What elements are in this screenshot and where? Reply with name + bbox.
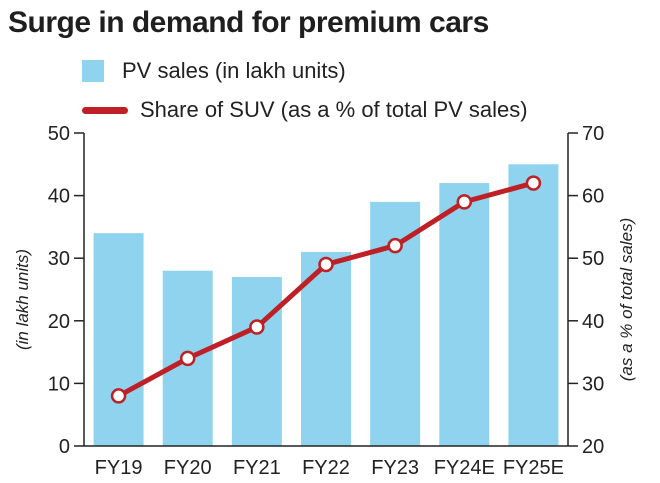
tick-labels: 0 10 20 30 40 50 20 30 40 50 60 70 FY19 FY20 FY21 FY22 F…	[48, 123, 605, 479]
bar-FY22	[301, 251, 351, 446]
y-right-tick-label: 40	[582, 311, 604, 333]
x-tick-label: FY20	[164, 457, 212, 479]
legend-item-suv-share: Share of SUV (as a % of total PV sales)	[82, 97, 528, 123]
x-tick-label: FY24E	[434, 457, 495, 479]
legend-label-pv-sales: PV sales (in lakh units)	[122, 58, 346, 83]
y-right-tick-label: 30	[582, 373, 604, 395]
bar-FY19	[93, 233, 144, 446]
y-right-tick-label: 20	[582, 436, 604, 458]
legend-swatch-bar	[82, 60, 104, 82]
bar-series	[93, 164, 559, 447]
suv-point-FY21	[249, 319, 265, 335]
y-axis-left-title: (in lakh units)	[13, 249, 32, 350]
y-right-tick-label: 70	[582, 123, 604, 145]
suv-point-FY23	[387, 237, 403, 254]
y-axis-right-title: (as a % of total sales)	[617, 218, 636, 381]
suv-point-FY25E	[525, 175, 542, 191]
legend-item-pv-sales: PV sales (in lakh units)	[82, 58, 346, 84]
suv-point-FY24E	[456, 194, 473, 210]
x-tick-label: FY19	[95, 457, 143, 479]
legend-swatch-line	[82, 106, 128, 114]
x-tick-label: FY22	[302, 457, 350, 479]
suv-point-FY20	[179, 350, 196, 367]
y-right-tick-label: 60	[582, 186, 604, 208]
bar-FY21	[231, 276, 282, 446]
y-left-tick-label: 20	[48, 311, 70, 333]
chart-title: Surge in demand for premium cars	[8, 6, 489, 39]
x-tick-label: FY25E	[503, 457, 564, 479]
y-left-tick-label: 0	[59, 436, 70, 458]
legend-label-suv-share: Share of SUV (as a % of total PV sales)	[140, 97, 528, 122]
y-left-tick-label: 40	[48, 186, 70, 208]
y-left-tick-label: 30	[48, 248, 70, 270]
bar-FY25E	[508, 164, 559, 447]
axes	[74, 132, 578, 447]
y-right-tick-label: 50	[582, 248, 604, 270]
suv-point-FY19	[110, 388, 127, 404]
x-tick-label: FY21	[233, 457, 281, 479]
y-left-tick-label: 10	[48, 373, 70, 395]
bar-FY24E	[439, 183, 490, 446]
suv-point-FY22	[318, 256, 334, 273]
x-tick-label: FY23	[371, 457, 419, 479]
y-left-tick-label: 50	[48, 123, 70, 145]
line-series	[110, 175, 542, 404]
